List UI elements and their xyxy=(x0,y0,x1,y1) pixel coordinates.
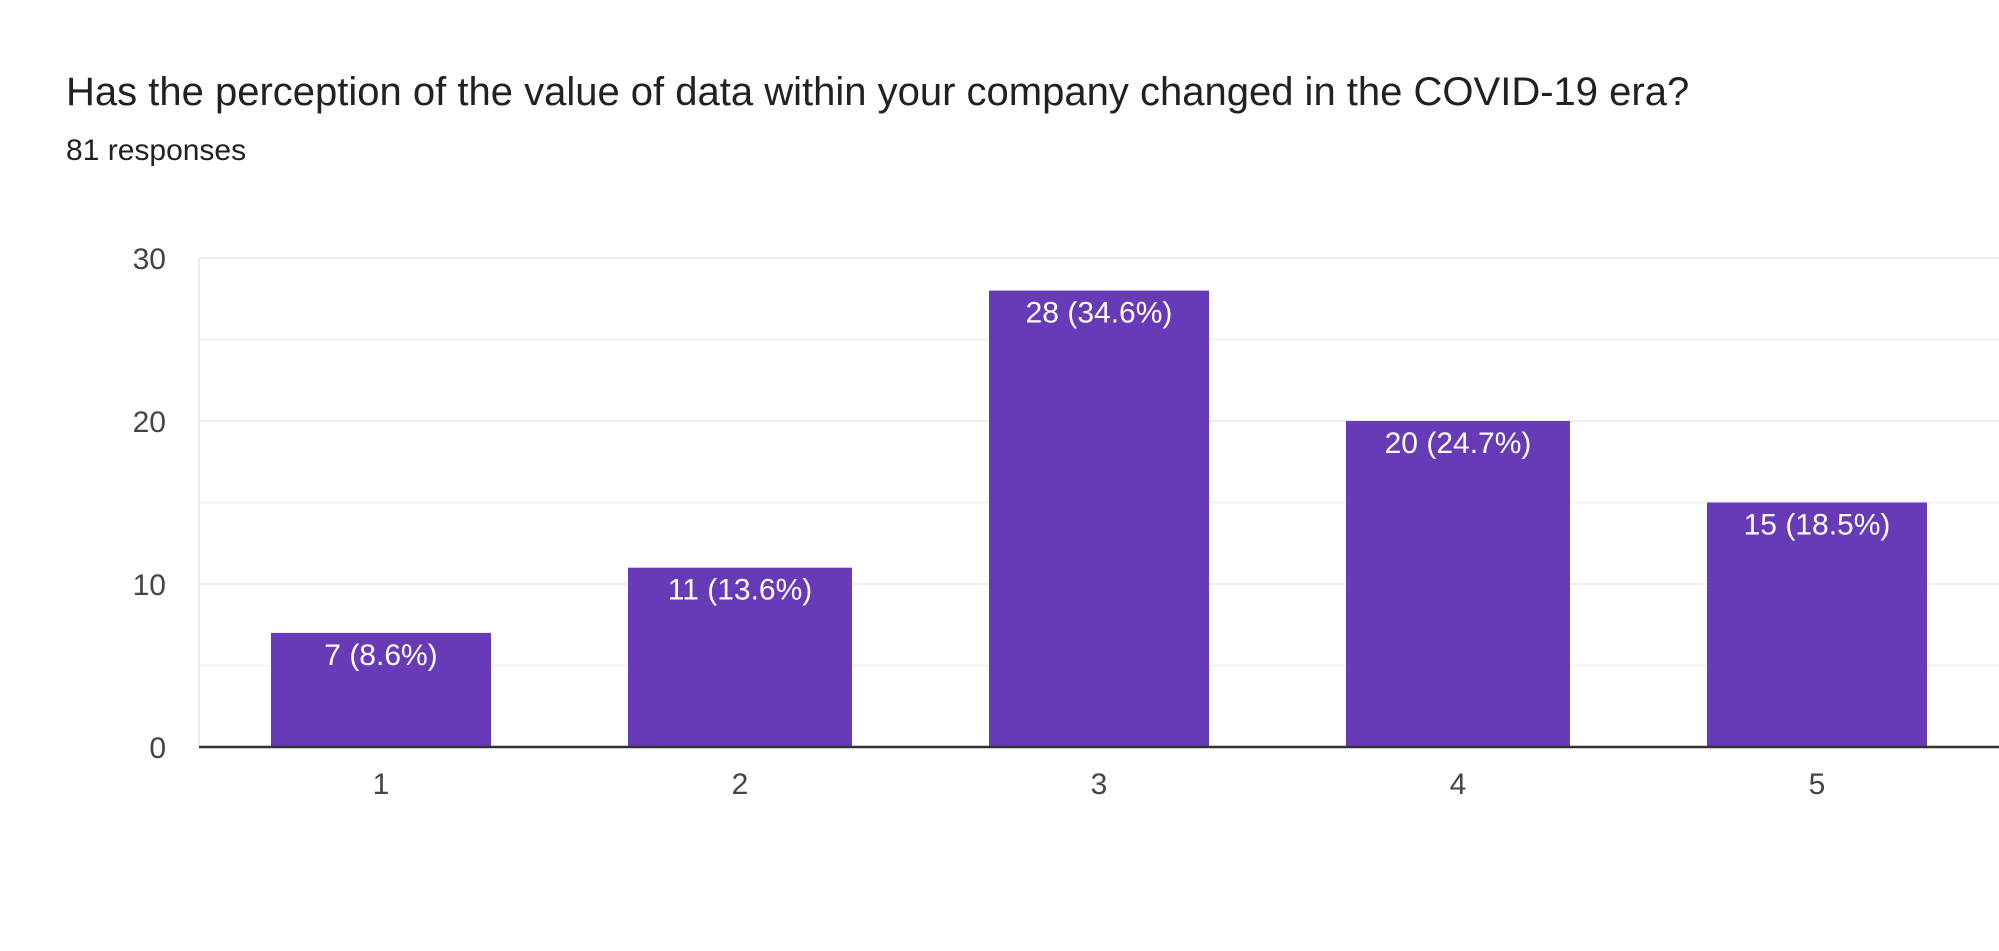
chart-title: Has the perception of the value of data … xyxy=(66,70,1690,114)
data-label: 20 (24.7%) xyxy=(1385,427,1532,460)
x-tick-label: 1 xyxy=(373,768,390,801)
bar xyxy=(628,567,852,747)
data-label: 15 (18.5%) xyxy=(1744,509,1891,542)
x-tick-label: 3 xyxy=(1091,768,1108,801)
x-tick-label: 5 xyxy=(1809,768,1826,801)
data-label: 28 (34.6%) xyxy=(1026,297,1173,330)
bar xyxy=(1707,502,1927,747)
bar xyxy=(271,632,491,747)
x-tick-label: 4 xyxy=(1450,768,1467,801)
data-label: 7 (8.6%) xyxy=(324,639,437,672)
bar xyxy=(1346,421,1570,747)
y-tick-label: 0 xyxy=(149,732,166,765)
y-tick-label: 30 xyxy=(133,243,166,276)
response-count: 81 responses xyxy=(66,134,247,167)
data-label: 11 (13.6%) xyxy=(668,574,813,607)
x-tick-label: 2 xyxy=(732,768,749,801)
bar xyxy=(989,290,1209,747)
y-tick-label: 20 xyxy=(133,406,166,439)
y-tick-label: 10 xyxy=(133,569,166,602)
